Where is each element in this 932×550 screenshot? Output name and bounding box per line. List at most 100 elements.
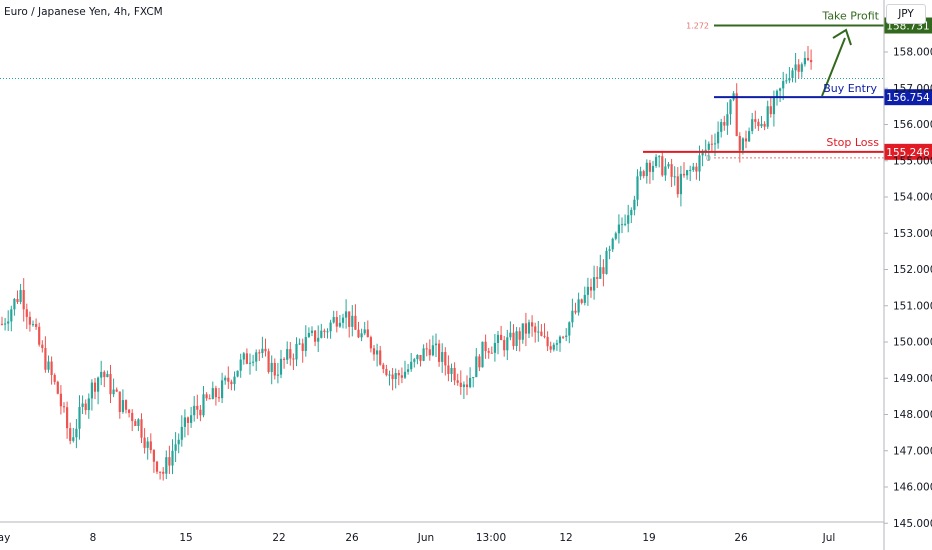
candle-body (25, 309, 28, 317)
price-tick-label: 158.000 (893, 47, 932, 59)
candle-body (465, 384, 469, 388)
candle-body (775, 90, 779, 97)
candle-body (230, 381, 233, 385)
candle-body (586, 286, 589, 295)
candle-body (806, 57, 810, 61)
candle-body (93, 382, 97, 392)
candle-body (239, 359, 242, 371)
candle-body (41, 344, 44, 349)
fib-1272-label: 1.272 (686, 22, 709, 31)
time-tick-label: Jul (822, 532, 836, 544)
candle-body (552, 344, 555, 350)
candle-body (605, 250, 608, 274)
candle-body (636, 176, 639, 200)
fib-zero-label: 0 (706, 154, 711, 163)
candle-body (72, 437, 75, 441)
stop-loss-price: 155.246 (886, 147, 930, 159)
candle-body (577, 299, 580, 313)
buy-entry-price: 156.754 (886, 92, 930, 104)
candle-body (338, 322, 341, 327)
candle-body (416, 354, 419, 360)
candle-body (754, 119, 757, 122)
candle-body (202, 394, 205, 416)
candle-body (456, 380, 459, 383)
candle-body (531, 322, 534, 327)
candle-body (10, 309, 13, 322)
price-tick-label: 146.000 (893, 482, 932, 494)
candle-body (462, 384, 465, 387)
candle-body (478, 356, 481, 368)
candle-body (670, 164, 673, 177)
candle-body (611, 238, 614, 250)
candle-body (323, 330, 326, 332)
candle-body (121, 400, 124, 412)
price-tick-label: 148.000 (893, 409, 932, 421)
candle-body (518, 331, 521, 340)
candle-body (695, 166, 698, 172)
candle-body (137, 419, 140, 426)
candle-body (59, 393, 62, 407)
candle-body (348, 311, 351, 327)
candle-body (310, 330, 314, 333)
candle-body (757, 121, 760, 127)
candle-body (562, 336, 565, 338)
candle-body (382, 364, 385, 370)
candle-body (255, 352, 258, 362)
candle-body (162, 471, 165, 474)
candle-body (779, 88, 782, 91)
candle-body (620, 224, 624, 226)
chart-title: Euro / Japanese Yen, 4h, FXCM (4, 6, 163, 18)
candle-body (540, 331, 543, 336)
candle-body (441, 352, 444, 362)
time-tick-label: Jun (417, 532, 434, 544)
candle-body (589, 286, 593, 291)
candle-body (366, 329, 369, 338)
candle-body (196, 405, 199, 410)
candle-body (707, 143, 710, 150)
candle-body (673, 176, 676, 178)
candle-body (624, 223, 627, 225)
candle-body (53, 374, 56, 382)
candle-body (115, 389, 118, 392)
candle-body (13, 298, 16, 310)
candle-body (658, 156, 661, 158)
candle-body (679, 173, 682, 195)
candle-body (710, 143, 713, 145)
candle-body (0, 323, 4, 325)
candle-body (738, 135, 741, 151)
candle-body (217, 397, 221, 399)
candle-body (810, 60, 813, 63)
price-tick-label: 152.000 (893, 264, 932, 276)
candle-body (751, 119, 754, 132)
candle-body (500, 334, 503, 341)
candle-body (422, 348, 425, 361)
price-tick-label: 154.000 (893, 192, 932, 204)
candle-body (44, 348, 47, 370)
candle-body (199, 409, 202, 416)
candle-body (741, 138, 744, 151)
candle-body (546, 336, 549, 347)
candle-body (376, 350, 379, 355)
price-tick-label: 147.000 (893, 445, 932, 457)
candle-body (596, 277, 599, 279)
candle-body (357, 329, 360, 338)
candle-body (159, 471, 162, 473)
candle-body (363, 329, 366, 334)
candle-body (295, 343, 298, 360)
currency-button[interactable]: JPY (886, 4, 926, 24)
price-tick-label: 155.000 (893, 155, 932, 167)
candle-body (345, 311, 348, 318)
candle-body (791, 70, 794, 79)
candle-body (66, 407, 69, 429)
candle-body (651, 166, 655, 172)
candle-body (627, 215, 630, 224)
candle-body (307, 332, 310, 337)
take-profit-label: Take Profit (821, 10, 879, 23)
candle-body (487, 351, 490, 353)
time-tick-label: 26 (734, 532, 748, 544)
candle-body (279, 358, 283, 375)
candle-body (87, 398, 90, 411)
candle-body (413, 359, 416, 362)
candle-body (31, 324, 35, 326)
